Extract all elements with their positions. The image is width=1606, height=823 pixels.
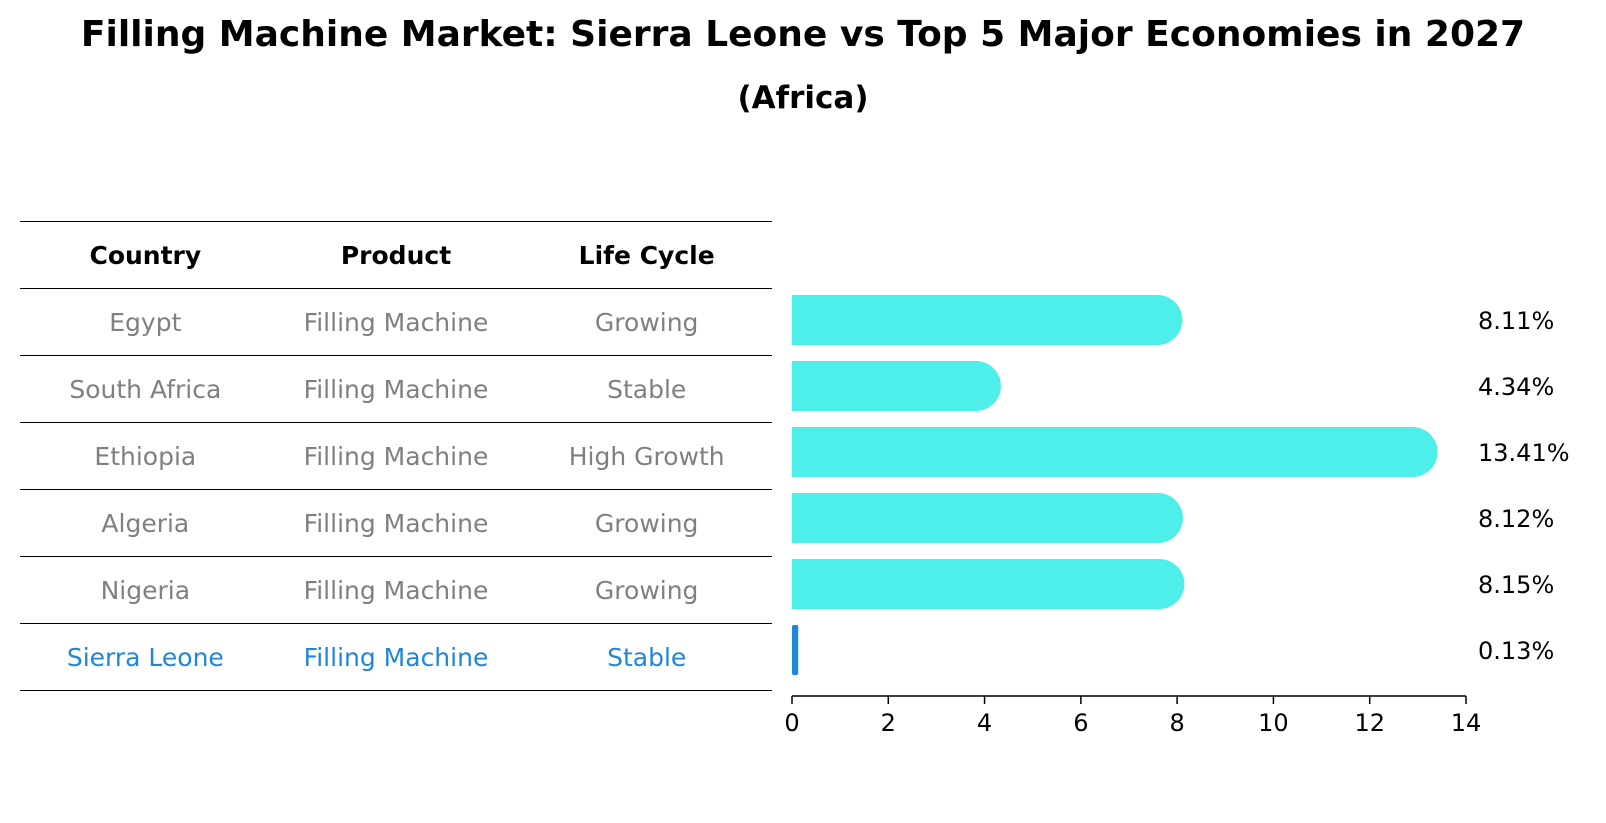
chart-subtitle: (Africa) xyxy=(737,80,869,116)
value-label: 0.13% xyxy=(1478,637,1554,665)
cell-life-cycle: Growing xyxy=(594,575,699,605)
table-row-highlight: Sierra Leone Filling Machine Stable xyxy=(20,623,772,691)
cell-country: Sierra Leone xyxy=(66,642,224,672)
value-label: 13.41% xyxy=(1478,439,1570,467)
x-tick-label: 12 xyxy=(1354,709,1385,737)
x-tick-label: 14 xyxy=(1451,709,1482,737)
cell-country: South Africa xyxy=(69,374,222,404)
cell-product: Filling Machine xyxy=(303,307,489,337)
table-row: Ethiopia Filling Machine High Growth xyxy=(20,422,772,489)
cell-product: Filling Machine xyxy=(303,508,489,538)
bar xyxy=(792,559,1185,609)
cell-country: Egypt xyxy=(109,307,182,337)
chart-title: Filling Machine Market: Sierra Leone vs … xyxy=(80,14,1526,55)
table-row: South Africa Filling Machine Stable xyxy=(20,355,772,422)
x-tick-label: 10 xyxy=(1258,709,1289,737)
x-tick-label: 8 xyxy=(1170,709,1185,737)
bar xyxy=(792,625,799,675)
x-tick-label: 2 xyxy=(881,709,896,737)
header-country: Country xyxy=(89,240,202,270)
cell-country: Nigeria xyxy=(100,575,191,605)
table-row: Algeria Filling Machine Growing xyxy=(20,489,772,556)
cell-product: Filling Machine xyxy=(303,642,489,672)
cell-life-cycle: Stable xyxy=(607,642,687,672)
cell-product: Filling Machine xyxy=(303,374,489,404)
cell-life-cycle: Growing xyxy=(594,508,699,538)
value-label: 8.15% xyxy=(1478,571,1554,599)
x-tick-label: 0 xyxy=(784,709,799,737)
table-header-row: Country Product Life Cycle xyxy=(20,221,772,288)
bar xyxy=(792,427,1438,477)
value-label: 8.12% xyxy=(1478,505,1554,533)
table-row: Nigeria Filling Machine Growing xyxy=(20,556,772,623)
cell-country: Algeria xyxy=(101,508,190,538)
cell-country: Ethiopia xyxy=(94,441,197,471)
bar xyxy=(792,295,1183,345)
value-label: 8.11% xyxy=(1478,307,1554,335)
cell-life-cycle: High Growth xyxy=(568,441,725,471)
x-tick-label: 4 xyxy=(977,709,992,737)
header-product: Product xyxy=(340,240,452,270)
header-life-cycle: Life Cycle xyxy=(578,240,715,270)
cell-life-cycle: Stable xyxy=(607,374,687,404)
table-row: Egypt Filling Machine Growing xyxy=(20,288,772,355)
cell-product: Filling Machine xyxy=(303,441,489,471)
cell-life-cycle: Growing xyxy=(594,307,699,337)
x-tick-label: 6 xyxy=(1073,709,1088,737)
data-table: Country Product Life Cycle Egypt Filling… xyxy=(20,221,772,691)
value-label: 4.34% xyxy=(1478,373,1554,401)
cell-product: Filling Machine xyxy=(303,575,489,605)
bar xyxy=(792,361,1001,411)
bar xyxy=(792,493,1183,543)
